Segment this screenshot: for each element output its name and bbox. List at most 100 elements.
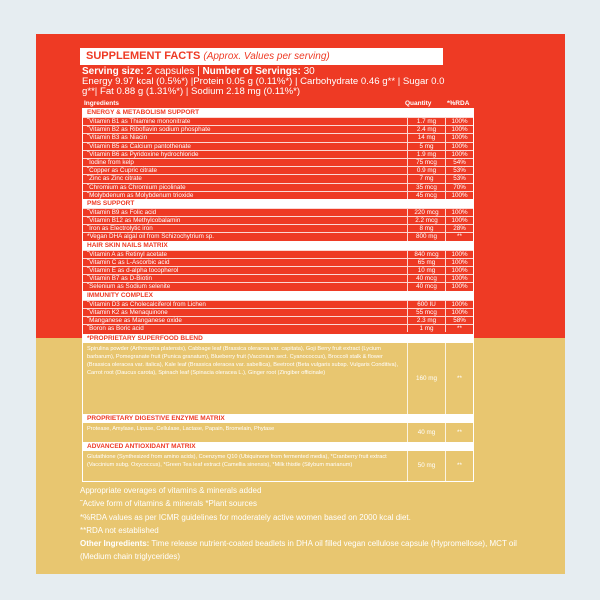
footnote: *%RDA values as per ICMR guidelines for …: [80, 512, 411, 522]
ingredient-quantity: 7 mg: [407, 175, 445, 183]
ingredient-name: *Vegan DHA algal oil from Schizochytrium…: [87, 233, 215, 241]
table-row: ˜Vitamin A as Retinyl acetate 840 mcg 100%: [83, 249, 473, 258]
rda-column-header: *%RDA: [447, 100, 470, 107]
ingredient-rda: 100%: [445, 275, 473, 283]
table-row: ˜Vitamin B2 as Riboflavin sodium phospha…: [83, 125, 473, 134]
ingredient-quantity: 5 mg: [407, 142, 445, 150]
ingredients-column-header: Ingredients: [84, 100, 120, 107]
ingredient-name: ˜Manganese as Manganese oxide: [87, 316, 182, 324]
servings-label: Number of Servings:: [202, 66, 301, 77]
section-header: IMMUNITY COMPLEX: [83, 290, 473, 300]
ingredient-rda: 100%: [445, 308, 473, 316]
ingredient-rda: 100%: [445, 300, 473, 308]
blend-header: *PROPRIETARY SUPERFOOD BLEND: [83, 334, 473, 344]
ingredient-rda: 70%: [445, 183, 473, 191]
ingredient-rda: 100%: [445, 250, 473, 258]
ingredient-rda: **: [445, 325, 473, 333]
ingredient-quantity: 45 mcg: [407, 191, 445, 199]
footnote: Appropriate overages of vitamins & miner…: [80, 486, 262, 495]
ingredient-name: ˜Vitamin B2 as Riboflavin sodium phospha…: [87, 126, 211, 134]
ingredient-rda: 100%: [445, 150, 473, 158]
blend-quantity: 50 mg: [407, 451, 445, 482]
ingredient-quantity: 65 mg: [407, 258, 445, 266]
table-row: ˜Molybdenum as Molybdenum trioxide 45 mcg…: [83, 190, 473, 199]
section-header: PMS SUPPORT: [83, 198, 473, 208]
footnote: ˜Active form of vitamins & minerals *Pla…: [80, 499, 257, 509]
ingredient-rda: **: [445, 233, 473, 241]
ingredient-rda: 58%: [445, 316, 473, 325]
serving-info: Serving size: 2 capsules | Number of Ser…: [82, 66, 315, 77]
ingredient-name: ˜Vitamin B3 as Niacin: [87, 134, 148, 142]
blend-header: ADVANCED ANTIOXIDANT MATRIX: [83, 442, 473, 452]
table-row: ˜Vitamin C as L-Ascorbic acid 65 mg 100%: [83, 257, 473, 266]
ingredient-rda: 100%: [445, 217, 473, 225]
blend-quantity: 40 mg: [407, 423, 445, 443]
ingredient-name: ˜Zinc as Zinc citrate: [87, 175, 142, 183]
blend-ingredients: Protease, Amylase, Lipase, Cellulase, La…: [87, 426, 275, 433]
ingredient-rda: 100%: [445, 126, 473, 134]
ingredient-name: ˜Vitamin B9 as Folic acid: [87, 208, 157, 216]
blend-header: PROPRIETARY DIGESTIVE ENZYME MATRIX: [83, 414, 473, 424]
ingredient-quantity: 2.4 mg: [407, 126, 445, 134]
table-row: ˜Vitamin E as d-alpha tocopherol 10 mg 100…: [83, 266, 473, 275]
section-header: ENERGY & METABOLISM SUPPORT: [83, 108, 473, 117]
ingredient-quantity: 1 mg: [407, 325, 445, 333]
subtitle: (Approx. Values per serving): [203, 51, 330, 62]
ingredient-quantity: 800 mg: [407, 233, 445, 241]
ingredient-quantity: 2.2 mcg: [407, 217, 445, 225]
table-row: ˜Boron as Boric acid 1 mg **: [83, 324, 473, 333]
blend-ingredients: Spirulina powder (Arthrospira platensis)…: [87, 346, 399, 377]
table-row: ˜Vitamin B7 as D-Biotin 40 mcg 100%: [83, 274, 473, 283]
footnotes: Appropriate overages of vitamins & miner…: [80, 484, 520, 564]
ingredient-rda: 100%: [445, 283, 473, 291]
ingredient-quantity: 40 mcg: [407, 283, 445, 291]
table-row: ˜Vitamin D3 as Cholecalciferol from Lich…: [83, 299, 473, 308]
table-row: ˜Vitamin B12 as Methylcobalamin 2.2 mcg 10…: [83, 216, 473, 225]
supplement-facts-title: SUPPLEMENT FACTS (Approx. Values per ser…: [80, 48, 443, 65]
ingredient-name: ˜Vitamin E as d-alpha tocopherol: [87, 267, 179, 274]
ingredient-rda: 100%: [445, 142, 473, 150]
blend-row: Protease, Amylase, Lipase, Cellulase, La…: [83, 423, 473, 443]
ingredient-rda: 53%: [445, 175, 473, 183]
ingredient-quantity: 8 mg: [407, 225, 445, 233]
ingredient-rda: 100%: [445, 267, 473, 275]
blend-row: Spirulina powder (Arthrospira platensis)…: [83, 343, 473, 415]
table-row: ˜Copper as Cupric citrate 0.9 mg 53%: [83, 166, 473, 175]
ingredient-quantity: 10 mg: [407, 267, 445, 275]
ingredient-name: ˜Copper as Cupric citrate: [87, 167, 157, 175]
ingredient-name: ˜Iodine from kelp: [87, 158, 134, 166]
other-ingredients-text: Time release nutrient-coated beadlets in…: [80, 539, 517, 562]
label-panel: [36, 34, 565, 574]
ingredient-name: ˜Vitamin B6 as Pyridoxine hydrochloride: [87, 150, 199, 158]
ingredient-quantity: 0.9 mg: [407, 167, 445, 175]
ingredient-quantity: 840 mcg: [407, 250, 445, 258]
table-row: ˜Vitamin K2 as Menaquinone 55 mcg 100%: [83, 307, 473, 316]
ingredient-quantity: 40 mcg: [407, 275, 445, 283]
ingredient-name: ˜Selenium as Sodium selenite: [87, 283, 171, 291]
ingredient-quantity: 2.3 mg: [407, 316, 445, 325]
table-row: ˜Vitamin B9 as Folic acid 220 mcg 100%: [83, 207, 473, 217]
red-band: [36, 34, 565, 338]
title: SUPPLEMENT FACTS: [86, 50, 201, 62]
ingredient-name: ˜Vitamin B1 as Thiamine mononitrate: [87, 118, 191, 125]
servings-value: 30: [303, 66, 315, 77]
table-row: ˜Manganese as Manganese oxide 2.3 mg 58%: [83, 315, 473, 325]
ingredient-quantity: 1.9 mg: [407, 150, 445, 158]
ingredient-quantity: 55 mcg: [407, 308, 445, 316]
ingredient-quantity: 1.7 mg: [407, 118, 445, 126]
ingredient-name: ˜Molybdenum as Molybdenum trioxide: [87, 191, 194, 199]
table-row: ˜Vitamin B5 as Calcium pantothenate 5 mg 1…: [83, 141, 473, 150]
other-ingredients: Other Ingredients: Time release nutrient…: [80, 537, 520, 564]
table-row: ˜Iodine from kelp 75 mcg 54%: [83, 157, 473, 167]
blend-row: Glutathione (Synthesized from amino acid…: [83, 451, 473, 482]
other-ingredients-label: Other Ingredients:: [80, 539, 150, 549]
table-row: ˜Iron as Electrolytic iron 8 mg 28%: [83, 224, 473, 233]
ingredient-name: ˜Vitamin K2 as Menaquinone: [87, 308, 168, 316]
ingredient-quantity: 75 mcg: [407, 158, 445, 167]
table-row: ˜Vitamin B3 as Niacin 14 mg 100%: [83, 133, 473, 142]
ingredient-rda: 28%: [445, 225, 473, 233]
ingredient-name: ˜Vitamin B5 as Calcium pantothenate: [87, 142, 191, 150]
ingredient-quantity: 14 mg: [407, 134, 445, 142]
blend-rda: **: [445, 343, 473, 415]
blend-rda: **: [445, 451, 473, 482]
